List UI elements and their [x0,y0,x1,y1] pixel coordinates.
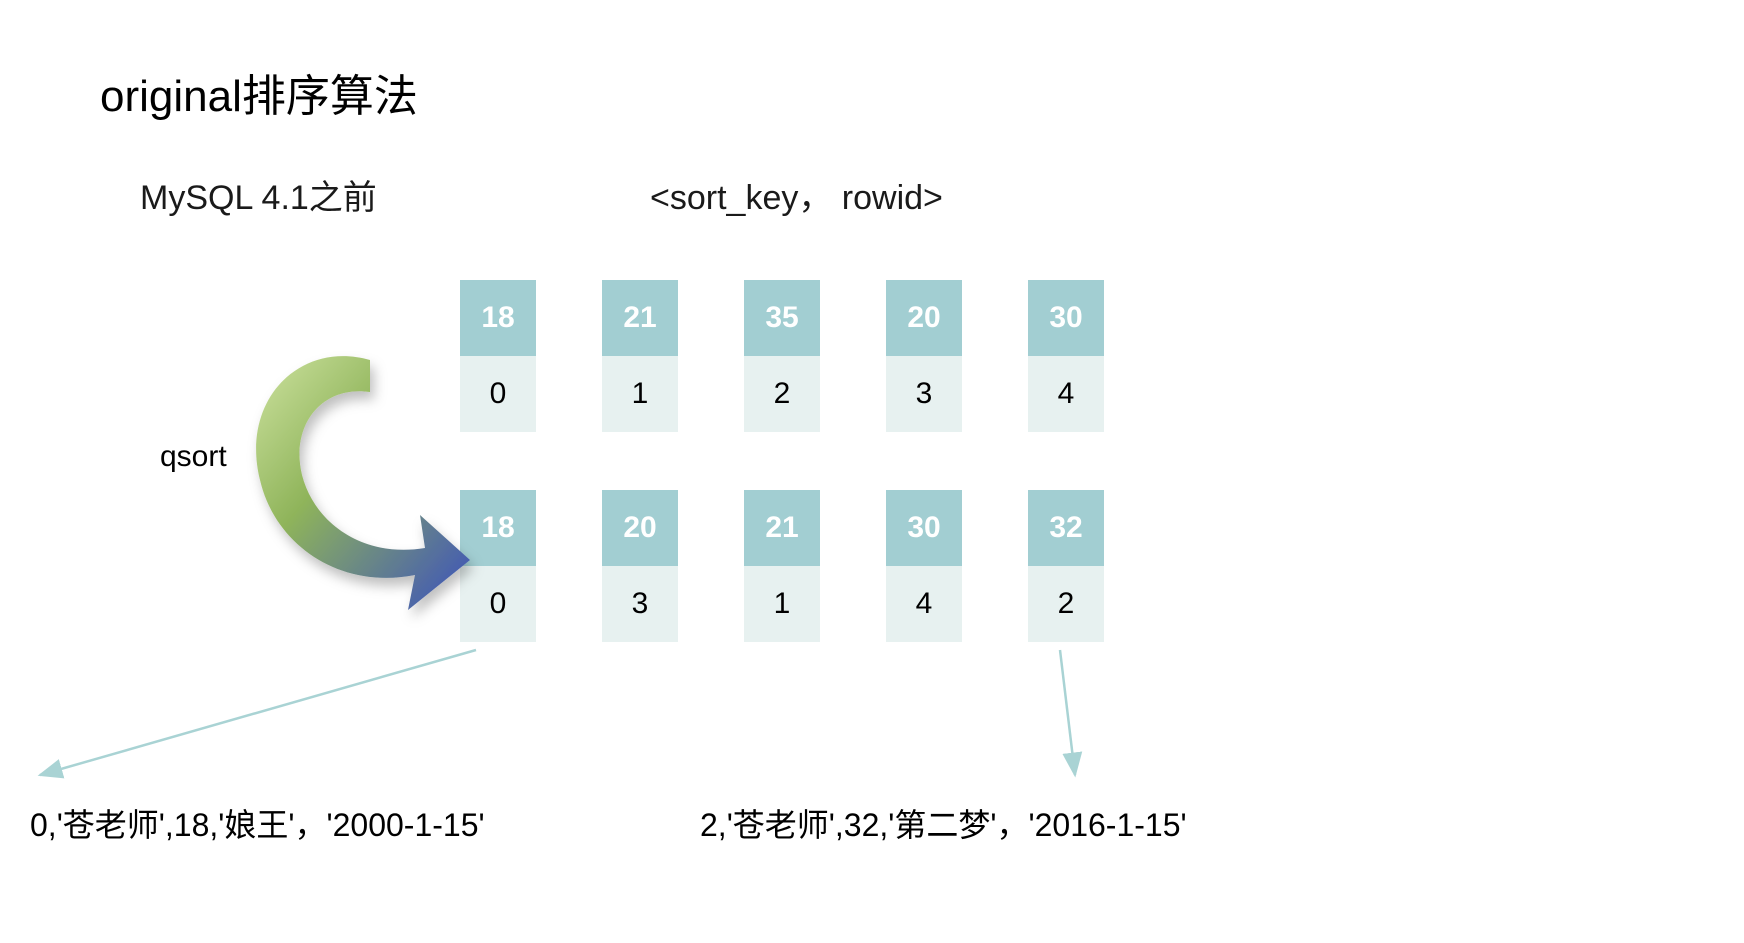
after-id-1: 3 [602,566,678,642]
before-key-4: 30 [1028,280,1104,356]
page-title: original排序算法 [100,60,418,124]
after-id-0: 0 [460,566,536,642]
before-id-3: 3 [886,356,962,432]
before-key-1: 21 [602,280,678,356]
pointer-arrow [40,650,476,775]
qsort-label: qsort [160,440,227,474]
footnote-left: 0,'苍老师',18,'娘王'，'2000-1-15' [30,800,485,846]
before-key-3: 20 [886,280,962,356]
after-key-1: 20 [602,490,678,566]
before-id-4: 4 [1028,356,1104,432]
after-id-2: 1 [744,566,820,642]
pointer-arrow [1060,650,1075,775]
subtitle-tuple: <sort_key， rowid> [650,170,943,219]
after-id-3: 4 [886,566,962,642]
before-key-2: 35 [744,280,820,356]
after-id-4: 2 [1028,566,1104,642]
after-key-4: 32 [1028,490,1104,566]
after-key-2: 21 [744,490,820,566]
before-id-1: 1 [602,356,678,432]
before-key-0: 18 [460,280,536,356]
subtitle-version: MySQL 4.1之前 [140,170,377,219]
after-key-0: 18 [460,490,536,566]
after-key-3: 30 [886,490,962,566]
before-id-2: 2 [744,356,820,432]
qsort-curved-arrow-icon [256,356,470,610]
before-id-0: 0 [460,356,536,432]
footnote-right: 2,'苍老师',32,'第二梦'，'2016-1-15' [700,800,1187,846]
